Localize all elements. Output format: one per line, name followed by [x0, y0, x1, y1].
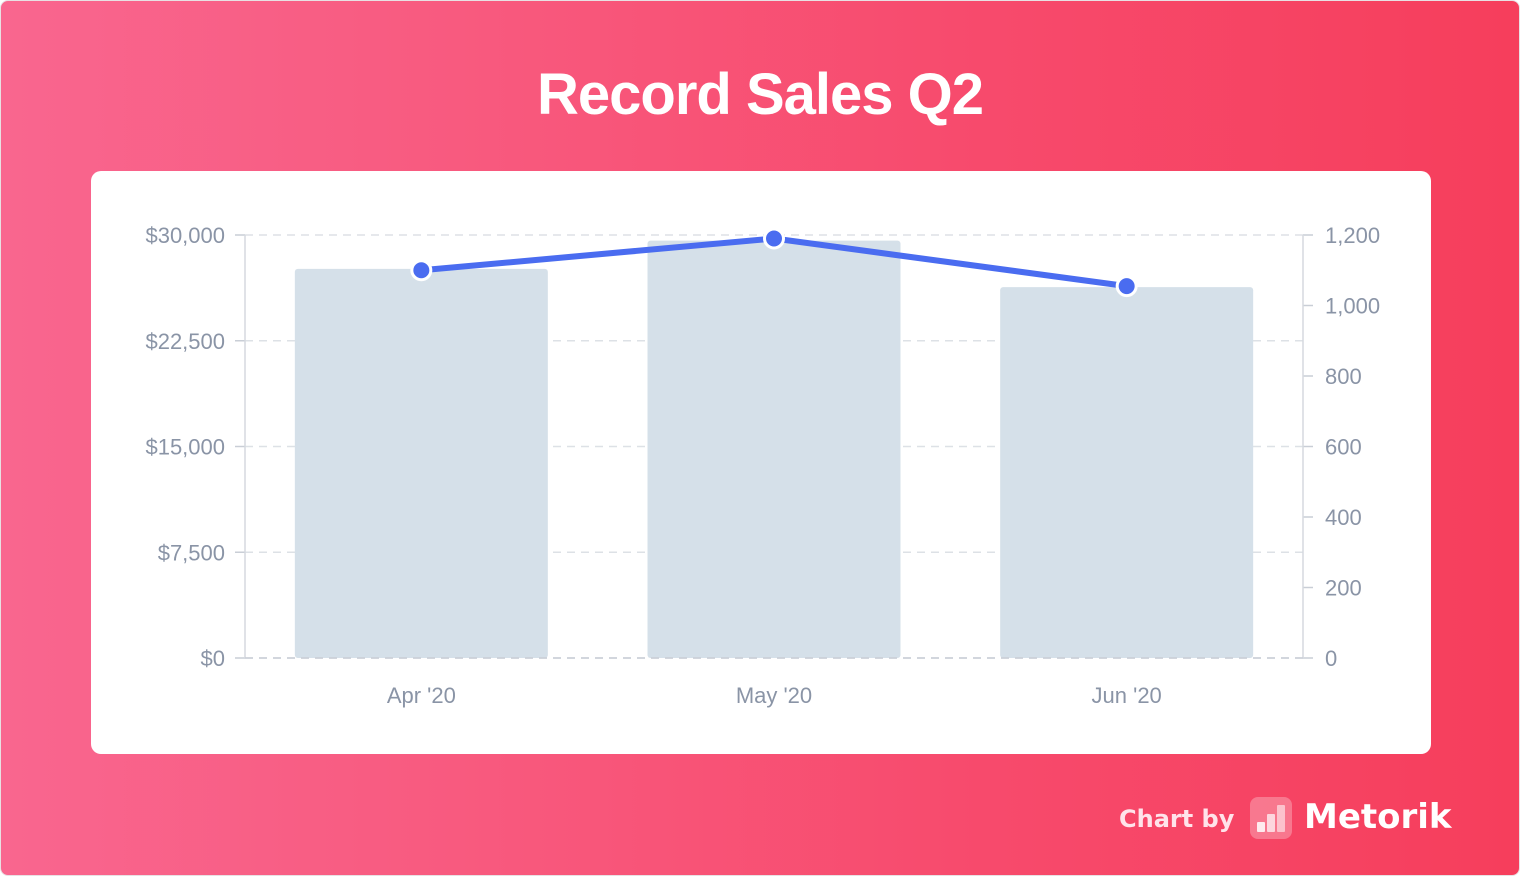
left-axis-tick-label: $15,000 [145, 435, 225, 460]
x-axis-tick-label: May '20 [736, 683, 812, 708]
line-point [763, 227, 785, 250]
right-axis-tick-label: 800 [1325, 364, 1362, 389]
left-axis-tick-label: $30,000 [145, 223, 225, 248]
line-point [410, 259, 433, 282]
metorik-brand-name[interactable]: Metorik [1304, 797, 1452, 837]
line-point [1115, 275, 1138, 298]
chart-title: Record Sales Q2 [537, 62, 984, 127]
chart-by-label: Chart by [1119, 805, 1235, 833]
metorik-logo-icon [1250, 797, 1292, 839]
right-axis-tick-label: 200 [1325, 576, 1362, 601]
right-axis-tick-label: 1,200 [1325, 223, 1380, 248]
bar [294, 268, 548, 658]
right-axis-tick-label: 400 [1325, 505, 1362, 530]
x-axis-tick-label: Apr '20 [387, 683, 456, 708]
right-axis-tick-label: 0 [1325, 646, 1337, 671]
left-axis-tick-label: $7,500 [158, 540, 225, 565]
combo-chart: $0 $7,500 $15,000 $22,500 $30,000 0 200 400 600 8… [145, 223, 1380, 708]
left-axis-tick-label: $22,500 [145, 329, 225, 354]
x-axis-tick-label: Jun '20 [1092, 683, 1162, 708]
right-axis-tick-label: 600 [1325, 435, 1362, 460]
bar [647, 240, 901, 658]
bar [1000, 287, 1254, 658]
left-axis-tick-label: $0 [201, 646, 225, 671]
right-axis-tick-label: 1,000 [1325, 294, 1380, 319]
chart-card: $0 $7,500 $15,000 $22,500 $30,000 0 200 400 600 8… [91, 171, 1431, 754]
